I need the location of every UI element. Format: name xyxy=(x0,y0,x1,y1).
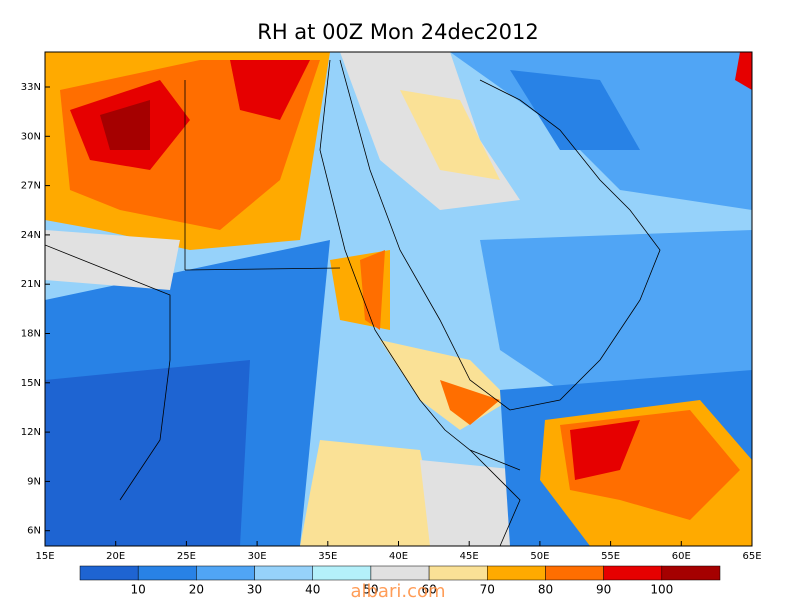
colorbar-label: 50 xyxy=(363,583,378,597)
lon-label: 35E xyxy=(318,551,337,562)
lat-label: 18N xyxy=(21,329,41,340)
lon-label: 20E xyxy=(106,551,125,562)
colorbar-label: 90 xyxy=(596,583,611,597)
colorbar-box xyxy=(487,565,546,581)
colorbar-label: 30 xyxy=(247,583,262,597)
lon-label: 40E xyxy=(389,551,408,562)
colorbar-label: 10 xyxy=(131,583,146,597)
lon-label: 65E xyxy=(742,551,761,562)
lat-label: 27N xyxy=(21,181,41,192)
lat-label: 33N xyxy=(21,82,41,93)
lat-label: 9N xyxy=(27,476,41,487)
lat-label: 21N xyxy=(21,279,41,290)
colorbar-box xyxy=(254,565,313,581)
colorbar-label: 70 xyxy=(480,583,495,597)
lon-label: 60E xyxy=(672,551,691,562)
colorbar-box xyxy=(312,565,372,581)
colorbar-label: 100 xyxy=(650,583,673,597)
colorbar-box xyxy=(661,565,721,581)
lat-label: 6N xyxy=(27,526,41,537)
colorbar: 10 20 30 40 50 60 70 80 90 100 xyxy=(79,565,721,597)
lat-label: 12N xyxy=(21,427,41,438)
colorbar-box xyxy=(603,565,663,581)
rh-field xyxy=(45,52,752,546)
lon-label: 30E xyxy=(248,551,267,562)
colorbar-box xyxy=(370,565,430,581)
colorbar-label: 60 xyxy=(421,583,436,597)
colorbar-box xyxy=(137,565,197,581)
colorbar-box xyxy=(428,565,488,581)
colorbar-label: 80 xyxy=(538,583,553,597)
lat-label: 15N xyxy=(21,378,41,389)
colorbar-box xyxy=(545,565,604,581)
colorbar-label: 40 xyxy=(305,583,320,597)
axes: 33N 30N 27N 24N 21N 18N 15N 12N 9N 6N 15E 20E 25E 30E… xyxy=(21,82,762,562)
watermark: albari.com xyxy=(350,581,445,600)
lon-label: 50E xyxy=(530,551,549,562)
lon-label: 55E xyxy=(601,551,620,562)
colorbar-box xyxy=(79,565,139,581)
colorbar-box xyxy=(196,565,255,581)
coastlines xyxy=(45,59,661,546)
lon-label: 15E xyxy=(35,551,54,562)
map-title: RH at 00Z Mon 24dec2012 xyxy=(257,20,539,44)
colorbar-label: 20 xyxy=(189,583,204,597)
lon-label: 45E xyxy=(460,551,479,562)
lon-label: 25E xyxy=(177,551,196,562)
lat-label: 24N xyxy=(21,230,41,241)
lat-label: 30N xyxy=(21,131,41,142)
